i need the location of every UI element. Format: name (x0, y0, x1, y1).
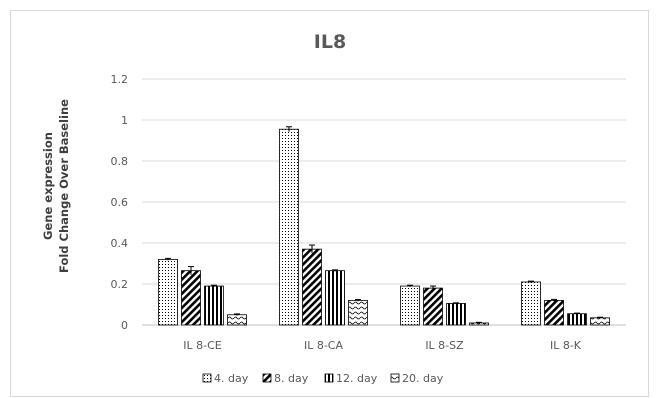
bar-12-day-il-8-k (567, 313, 587, 326)
x-tick-label: IL 8-CE (183, 339, 222, 352)
bar-4-day-il-8-k (521, 281, 541, 326)
bar-8-day-il-8-sz (423, 287, 443, 326)
bar-4-day-il-8-ca (279, 128, 299, 326)
bar-4-day-il-8-ce (158, 258, 178, 326)
bar-8-day-il-8-k (544, 299, 564, 326)
y-tick-label: 1.2 (111, 73, 129, 86)
y-tick-label: 0.4 (111, 237, 129, 250)
legend-label: 20. day (402, 372, 444, 385)
bar-20-day-il-8-ca (348, 299, 368, 326)
bar-8-day-il-8-ce (181, 270, 201, 326)
x-tick-label: IL 8-K (550, 339, 582, 352)
bar-20-day-il-8-ce (227, 314, 247, 326)
legend-label: 8. day (274, 372, 309, 385)
y-tick-label: 0 (121, 319, 128, 332)
legend-swatch (324, 373, 334, 383)
bar-12-day-il-8-ca (325, 270, 345, 326)
y-axis-label-line2: Fold Change Over Baseline (57, 99, 71, 273)
legend-swatch (390, 373, 400, 383)
bar-12-day-il-8-ce (204, 285, 224, 326)
bar-20-day-il-8-k (590, 317, 610, 326)
chart-frame (10, 10, 649, 397)
legend-swatch (262, 373, 272, 383)
legend-label: 4. day (214, 372, 249, 385)
bar-4-day-il-8-sz (400, 285, 420, 326)
bar-8-day-il-8-ca (302, 248, 322, 326)
y-tick-label: 0.8 (111, 155, 129, 168)
legend-swatch (202, 373, 212, 383)
bar-12-day-il-8-sz (446, 303, 466, 326)
y-tick-label: 0.2 (111, 278, 129, 291)
legend-label: 12. day (336, 372, 378, 385)
x-tick-label: IL 8-SZ (425, 339, 464, 352)
y-tick-label: 0.6 (111, 196, 129, 209)
y-axis-label-line1: Gene expression (41, 132, 55, 240)
chart-title: IL8 (314, 31, 346, 53)
y-tick-label: 1 (121, 114, 128, 127)
x-tick-label: IL 8-CA (304, 339, 344, 352)
